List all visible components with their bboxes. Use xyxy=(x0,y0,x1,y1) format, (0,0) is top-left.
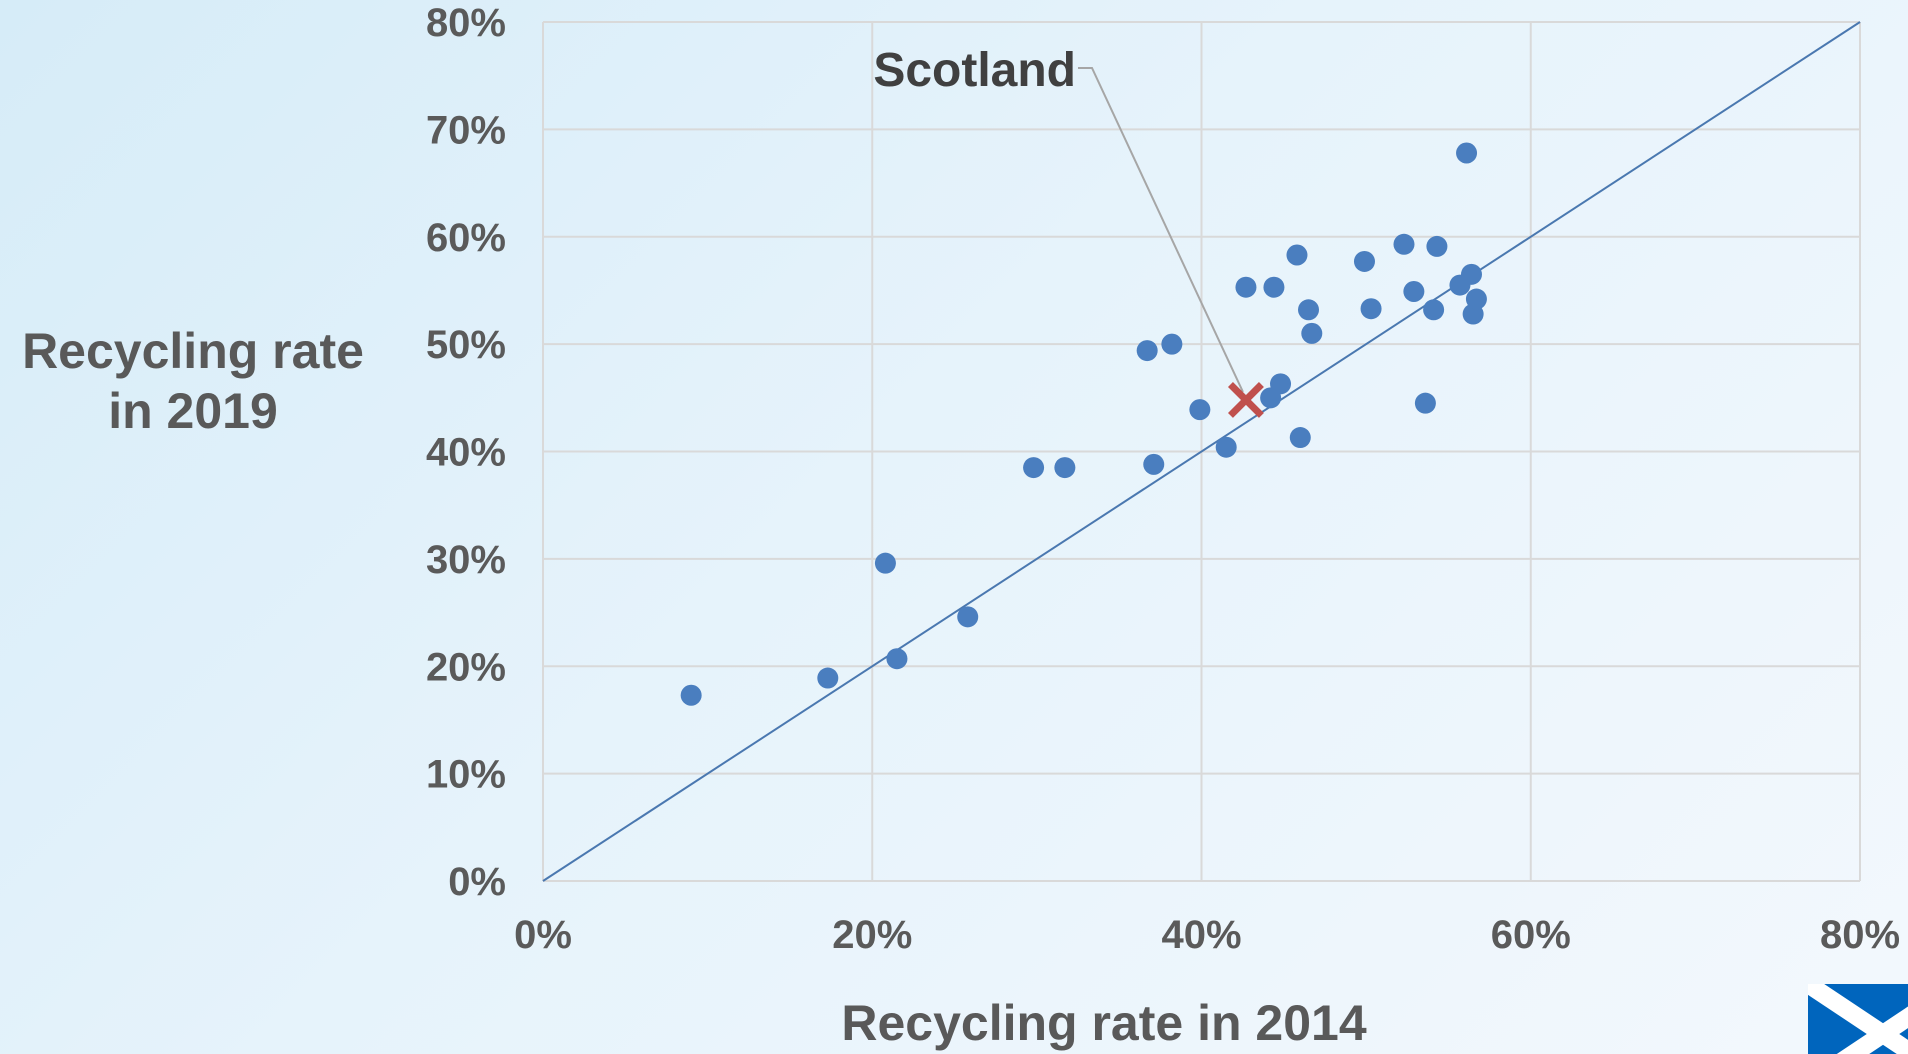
data-point xyxy=(874,552,896,574)
data-point xyxy=(1393,233,1415,255)
data-point xyxy=(1289,427,1311,449)
reference-line-group xyxy=(542,21,1861,882)
data-point xyxy=(1353,250,1375,272)
data-points xyxy=(680,142,1487,706)
y-tick-label: 50% xyxy=(426,323,506,367)
data-point xyxy=(1136,340,1158,362)
y-axis-ticks: 0% 10% 20% 30% 40% 50% 60% 70% 80% xyxy=(426,1,506,904)
data-point xyxy=(1465,288,1487,310)
data-point xyxy=(1360,298,1382,320)
x-tick-label: 60% xyxy=(1491,913,1571,957)
data-point xyxy=(1423,299,1445,321)
data-point xyxy=(1270,373,1292,395)
data-point xyxy=(1426,235,1448,257)
data-point xyxy=(1460,263,1482,285)
reference-line xyxy=(542,21,1861,882)
y-axis-title-line-1: Recycling rate xyxy=(22,323,364,379)
data-point xyxy=(1161,333,1183,355)
data-point xyxy=(1298,299,1320,321)
data-point xyxy=(886,648,908,670)
data-point xyxy=(1301,322,1323,344)
x-tick-label: 40% xyxy=(1161,913,1241,957)
y-tick-label: 60% xyxy=(426,216,506,260)
data-point xyxy=(1286,244,1308,266)
data-point xyxy=(1189,399,1211,421)
x-tick-label: 80% xyxy=(1820,913,1900,957)
y-tick-label: 0% xyxy=(448,860,506,904)
data-point xyxy=(1054,457,1076,479)
data-point xyxy=(1235,276,1257,298)
scotland-marker xyxy=(1227,382,1264,418)
data-point xyxy=(1215,436,1237,458)
data-point xyxy=(1263,276,1285,298)
x-axis-ticks: 0% 20% 40% 60% 80% xyxy=(514,913,1900,957)
data-point xyxy=(1143,453,1165,475)
y-axis-title-line-2: in 2019 xyxy=(108,383,278,439)
y-tick-label: 30% xyxy=(426,538,506,582)
y-tick-label: 80% xyxy=(426,1,506,45)
callout-leader-line xyxy=(1078,67,1244,393)
y-tick-label: 70% xyxy=(426,108,506,152)
data-point xyxy=(1456,142,1478,164)
data-point xyxy=(817,667,839,689)
y-tick-label: 20% xyxy=(426,645,506,689)
x-tick-label: 20% xyxy=(832,913,912,957)
data-point xyxy=(1403,281,1425,303)
axis-titles: Recycling rate in 2014 Recycling rate in… xyxy=(22,323,1367,1051)
callout-label: Scotland xyxy=(873,44,1076,97)
callout-group: Scotland xyxy=(873,44,1244,393)
y-tick-label: 10% xyxy=(426,753,506,797)
x-tick-label: 0% xyxy=(514,913,572,957)
x-axis-title: Recycling rate in 2014 xyxy=(841,995,1366,1051)
saltire-logo xyxy=(1808,984,1908,1054)
data-point xyxy=(1414,392,1436,414)
data-point xyxy=(1023,457,1045,479)
data-point xyxy=(957,606,979,628)
y-tick-label: 40% xyxy=(426,431,506,475)
data-point xyxy=(680,684,702,706)
